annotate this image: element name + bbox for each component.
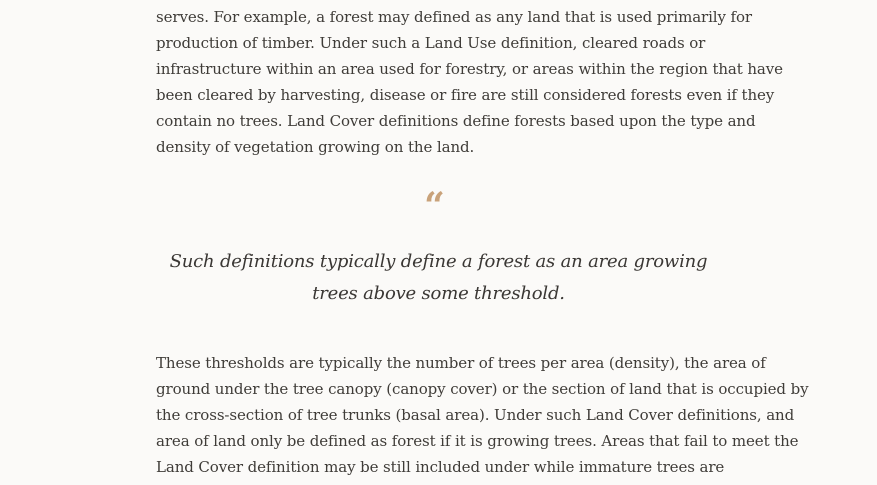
paragraph-line: density of vegetation growing on the lan… — [156, 138, 475, 156]
paragraph-line: serves. For example, a forest may define… — [156, 8, 752, 26]
quote-mark-icon: “ — [424, 185, 445, 227]
paragraph-line: infrastructure within an area used for f… — [156, 60, 783, 78]
paragraph-line: These thresholds are typically the numbe… — [156, 354, 766, 372]
pull-quote-text: Such definitions typically define a fore… — [0, 246, 877, 310]
pull-quote: “ Such definitions typically define a fo… — [0, 185, 877, 310]
article-body: serves. For example, a forest may define… — [156, 4, 783, 160]
paragraph-line: the cross-section of tree trunks (basal … — [156, 406, 795, 424]
paragraph-line: area of land only be defined as forest i… — [156, 432, 799, 450]
paragraph-line: production of timber. Under such a Land … — [156, 34, 706, 52]
paragraph-line: been cleared by harvesting, disease or f… — [156, 86, 775, 104]
pull-quote-line: Such definitions typically define a fore… — [169, 251, 708, 272]
paragraph-land-use: serves. For example, a forest may define… — [156, 4, 783, 160]
paragraph-line: Land Cover definition may be still inclu… — [156, 458, 725, 476]
pull-quote-line: trees above some threshold. — [312, 283, 565, 304]
paragraph-thresholds: These thresholds are typically the numbe… — [156, 350, 809, 480]
paragraph-line: ground under the tree canopy (canopy cov… — [156, 380, 809, 398]
paragraph-line: contain no trees. Land Cover definitions… — [156, 112, 756, 130]
article-body-continued: These thresholds are typically the numbe… — [156, 350, 809, 480]
